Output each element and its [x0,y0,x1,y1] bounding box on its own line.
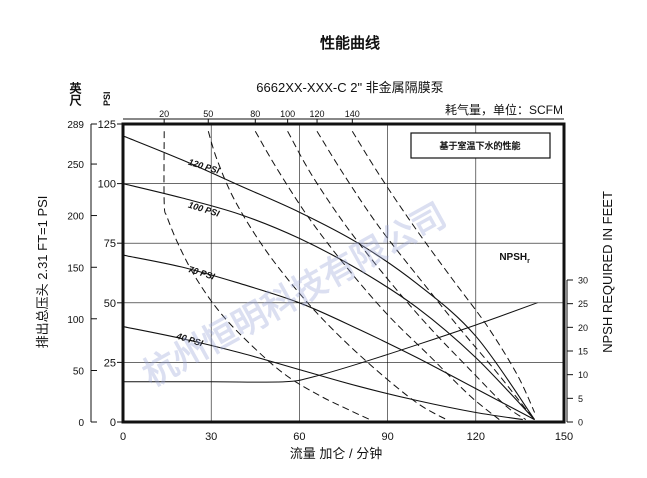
psi-tick-label: 100 [98,179,116,191]
x-tick-label: 0 [120,431,126,443]
feet-tick-label: 250 [67,160,84,171]
feet-axis: 0 50 100 150 200 250 289 [67,120,97,429]
psi-unit-label: PSI [102,91,112,106]
psi-tick-label: 0 [110,417,116,429]
psi-tick-label: 25 [104,357,116,369]
pressure-curve-40-psi [122,326,523,421]
psi-tick-label: 125 [98,119,116,131]
npsh-curve [123,302,538,383]
top-tick-label: 20 [159,109,169,119]
y-axis-title: 排出总压头 2.31 FT=1 PSI [35,196,50,349]
npsh-tick-label: 20 [578,323,588,333]
npsh-curve-line [123,302,538,383]
series-label-100-psi: 100 PSI [187,200,221,219]
top-tick-label: 120 [310,109,325,119]
pressure-curve-100-psi [122,183,535,420]
x-tick-label: 90 [381,431,393,443]
npsh-tick-label: 15 [578,347,588,357]
gridlines [123,124,564,422]
x-tick-label: 60 [293,431,305,443]
npsh-tick-label: 25 [578,299,588,309]
watermark: 杭州恒明科技有限公司 [136,195,453,395]
air-curve-140 [351,130,536,413]
chart-title: 性能曲线 [320,34,380,52]
feet-unit-label: 英尺 [68,81,82,107]
pressure-curves [122,135,536,421]
feet-tick-label: 289 [67,120,84,131]
series-label-120-psi: 120 PSI [187,157,221,176]
pressure-curve-70-psi [122,254,535,421]
feet-tick-label: 0 [78,418,84,429]
x-axis-title: 流量 加仑 / 分钟 [290,446,382,461]
x-tick-label: 150 [555,431,573,443]
plot-frame [121,122,566,424]
air-curve-120 [316,130,535,420]
npsh-tick-label: 5 [578,394,583,404]
y2-axis-title: NPSH REQUIRED IN FEET [600,191,615,353]
series-label-70-psi: 70 PSI [187,264,216,282]
npsh-tick-label: 30 [578,276,588,286]
top-axis-title: 耗气量，单位：SCFM [445,102,563,117]
top-tick-label: 50 [203,109,213,119]
npsh-label: NPSHr [499,252,530,265]
x-tick-label: 30 [205,431,217,443]
note-text: 基于室温下水的性能 [438,140,520,151]
chart-subtitle: 6662XX-XXX-C 2" 非金属隔膜泵 [256,80,443,95]
air-consumption-axis: 20 50 80 100 120 140 [123,109,564,124]
npsh-tick-label: 0 [578,418,583,428]
air-curve-20 [163,131,371,421]
feet-tick-label: 100 [67,315,84,326]
top-tick-label: 140 [345,109,360,119]
npsh-tick-label: 10 [578,370,588,380]
x-tick-label: 120 [467,431,485,443]
feet-tick-label: 200 [67,212,84,223]
npsh-axis: 0 5 10 15 20 25 30 [566,276,588,428]
psi-tick-label: 75 [104,238,116,250]
top-tick-label: 100 [280,109,295,119]
air-curve-50 [207,131,447,421]
psi-tick-label: 50 [104,298,116,310]
psi-axis: 0 25 50 75 100 125 [98,119,123,429]
feet-tick-label: 150 [67,263,84,274]
air-curve-80 [254,130,500,420]
note-box [410,132,551,159]
x-axis: 0 30 60 90 120 150 [120,431,573,443]
top-tick-label: 80 [250,109,260,119]
pressure-curve-120-psi [122,135,536,420]
feet-tick-label: 50 [73,367,85,378]
